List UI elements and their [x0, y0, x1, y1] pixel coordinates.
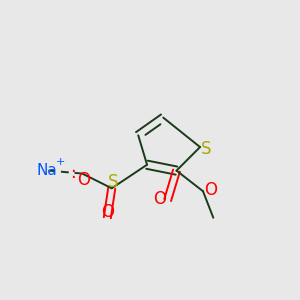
- Text: O: O: [101, 203, 114, 221]
- Text: S: S: [108, 173, 119, 191]
- Text: Na: Na: [37, 163, 57, 178]
- Text: ·: ·: [70, 163, 76, 181]
- Text: +: +: [56, 158, 65, 167]
- Text: O: O: [153, 190, 166, 208]
- Text: S: S: [201, 140, 212, 158]
- Text: ·: ·: [70, 169, 76, 187]
- Text: O: O: [77, 171, 90, 189]
- Text: O: O: [204, 181, 217, 199]
